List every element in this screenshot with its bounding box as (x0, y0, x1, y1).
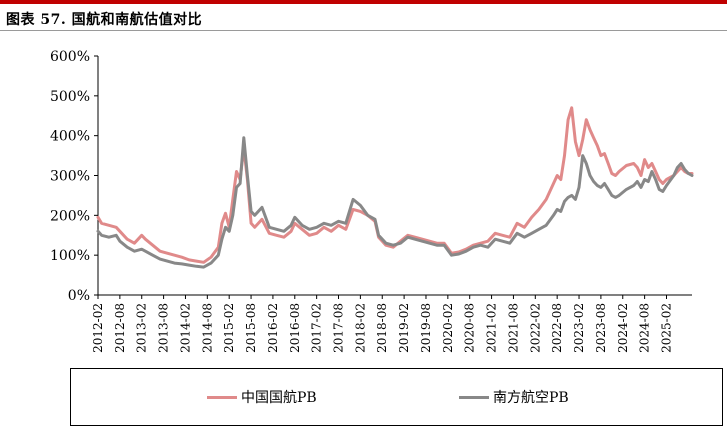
title-divider (0, 30, 727, 31)
x-tick-label: 2014-02 (178, 303, 192, 353)
x-tick-label: 2022-08 (550, 303, 564, 353)
x-tick-label: 2023-02 (572, 303, 586, 353)
x-tick-label: 2015-02 (222, 303, 236, 353)
y-tick-label: 600% (50, 49, 90, 65)
x-tick-label: 2015-08 (244, 303, 258, 353)
y-tick-label: 400% (50, 129, 90, 145)
x-tick-label: 2021-02 (485, 303, 499, 353)
x-tick-label: 2017-08 (332, 303, 346, 353)
x-tick-label: 2021-08 (506, 303, 520, 353)
figure-title: 图表 57. 国航和南航估值对比 (6, 12, 203, 28)
x-tick-label: 2018-08 (375, 303, 389, 353)
x-tick-label: 2013-08 (157, 303, 171, 353)
x-tick-label: 2012-02 (91, 303, 105, 353)
x-tick-label: 2012-08 (113, 303, 127, 353)
legend-item-series-1: 中国国航PB (207, 389, 317, 406)
x-tick-label: 2024-08 (638, 303, 652, 353)
x-tick-label: 2023-08 (594, 303, 608, 353)
x-tick-label: 2014-08 (200, 303, 214, 353)
line-chart: 0%100%200%300%400%500%600% 2012-02 2012-0… (50, 49, 694, 353)
legend-label-series-2: 南方航空PB (493, 390, 569, 406)
x-tick-label: 2020-08 (463, 303, 477, 353)
x-tick-label: 2025-02 (659, 303, 673, 353)
x-tick-label: 2017-02 (310, 303, 324, 353)
x-tick-label: 2018-02 (353, 303, 367, 353)
x-tick-label: 2016-02 (266, 303, 280, 353)
y-tick-label: 300% (50, 169, 90, 185)
legend-item-series-2: 南方航空PB (459, 389, 569, 406)
x-tick-label: 2020-02 (441, 303, 455, 353)
x-tick-label: 2019-08 (419, 303, 433, 353)
x-tick-label: 2024-02 (616, 303, 630, 353)
series-line-2 (96, 136, 694, 269)
legend-swatch-series-2 (459, 395, 489, 399)
x-tick-label: 2022-02 (528, 303, 542, 353)
legend-label-series-1: 中国国航PB (241, 390, 317, 406)
y-axis: 0% 100% 200% 300% 400% 500% 600% (50, 49, 99, 304)
x-axis: 2012-02 2012-08 2013-02 2013-08 2014-02 2014-… (91, 294, 692, 353)
y-tick-label: 0% (68, 288, 90, 304)
legend: 中国国航PB 南方航空PB (70, 368, 723, 426)
x-tick-label: 2019-02 (397, 303, 411, 353)
y-tick-label: 100% (50, 248, 90, 264)
x-tick-label: 2013-02 (135, 303, 149, 353)
series-layer (96, 106, 694, 269)
series-line-1 (96, 106, 694, 264)
y-tick-label: 500% (50, 89, 90, 105)
top-accent-rule (0, 0, 727, 4)
x-tick-label: 2016-08 (288, 303, 302, 353)
y-tick-label: 200% (50, 208, 90, 224)
legend-swatch-series-1 (207, 395, 237, 399)
